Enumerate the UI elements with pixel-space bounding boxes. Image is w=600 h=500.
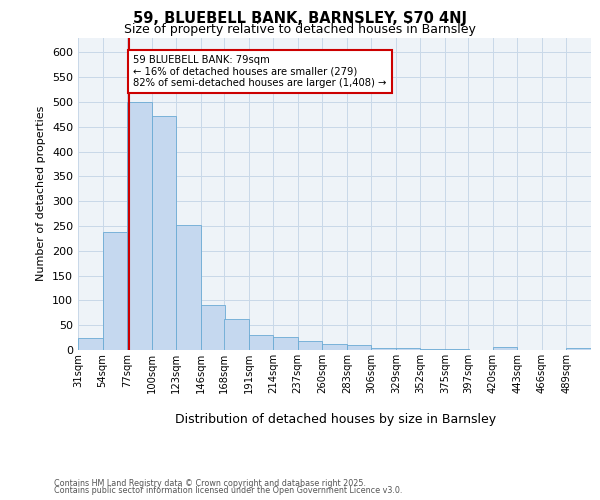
Bar — [371, 348, 396, 350]
Bar — [248, 335, 273, 350]
Bar — [396, 348, 421, 350]
Bar — [273, 336, 298, 350]
Bar — [103, 232, 127, 350]
Text: Size of property relative to detached houses in Barnsley: Size of property relative to detached ho… — [124, 22, 476, 36]
Text: Distribution of detached houses by size in Barnsley: Distribution of detached houses by size … — [175, 412, 497, 426]
Bar — [421, 348, 445, 350]
Bar — [78, 338, 103, 350]
Text: 59 BLUEBELL BANK: 79sqm
← 16% of detached houses are smaller (279)
82% of semi-d: 59 BLUEBELL BANK: 79sqm ← 16% of detache… — [133, 55, 387, 88]
Bar — [445, 349, 469, 350]
Bar — [224, 319, 248, 350]
Bar — [152, 116, 176, 350]
Text: 59, BLUEBELL BANK, BARNSLEY, S70 4NJ: 59, BLUEBELL BANK, BARNSLEY, S70 4NJ — [133, 11, 467, 26]
Bar — [566, 348, 591, 350]
Y-axis label: Number of detached properties: Number of detached properties — [37, 106, 46, 282]
Bar — [176, 225, 200, 350]
Bar — [200, 306, 225, 350]
Bar — [322, 344, 347, 350]
Bar — [347, 345, 371, 350]
Text: Contains HM Land Registry data © Crown copyright and database right 2025.: Contains HM Land Registry data © Crown c… — [54, 478, 366, 488]
Bar — [127, 102, 152, 350]
Bar — [298, 341, 322, 350]
Text: Contains public sector information licensed under the Open Government Licence v3: Contains public sector information licen… — [54, 486, 403, 495]
Bar — [493, 347, 517, 350]
